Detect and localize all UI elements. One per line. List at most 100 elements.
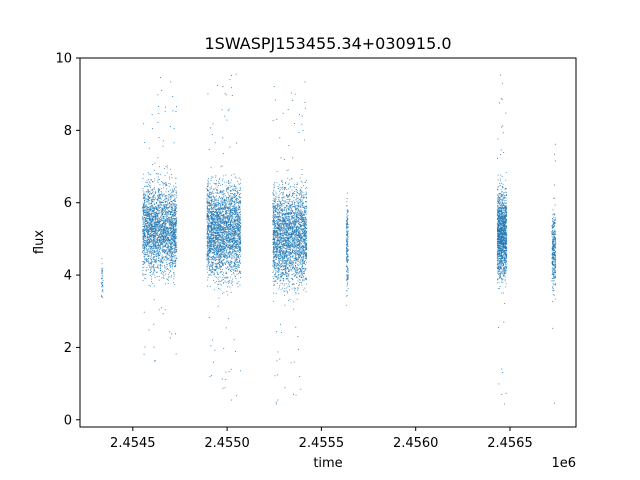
outlier-point bbox=[158, 113, 160, 114]
data-point bbox=[175, 223, 177, 225]
data-point bbox=[220, 232, 222, 234]
data-point bbox=[209, 242, 211, 244]
data-point bbox=[231, 193, 233, 195]
data-point bbox=[162, 182, 164, 184]
data-point bbox=[212, 267, 214, 269]
data-point bbox=[221, 209, 223, 211]
data-point bbox=[146, 220, 148, 222]
data-point bbox=[171, 225, 173, 227]
data-point bbox=[102, 291, 104, 293]
data-point bbox=[151, 230, 152, 231]
data-point bbox=[163, 276, 164, 278]
data-point bbox=[146, 254, 148, 256]
data-point bbox=[238, 228, 239, 230]
data-point bbox=[229, 213, 230, 215]
data-point bbox=[231, 245, 233, 246]
data-point bbox=[218, 245, 220, 247]
data-point bbox=[229, 266, 231, 268]
data-point bbox=[225, 210, 226, 212]
data-point bbox=[235, 202, 237, 204]
data-point bbox=[161, 202, 163, 203]
data-point bbox=[149, 222, 151, 224]
data-point bbox=[151, 226, 153, 228]
data-point bbox=[172, 232, 174, 234]
outlier-point bbox=[153, 360, 155, 362]
data-point bbox=[166, 212, 168, 214]
data-point bbox=[170, 208, 172, 210]
outlier-point bbox=[157, 122, 159, 123]
data-point bbox=[166, 172, 168, 174]
data-point bbox=[212, 256, 214, 258]
data-point bbox=[210, 250, 212, 252]
data-point bbox=[153, 247, 155, 249]
data-point bbox=[143, 194, 145, 196]
data-point bbox=[222, 234, 224, 236]
data-point bbox=[149, 185, 151, 187]
data-point bbox=[165, 259, 167, 261]
data-point bbox=[233, 224, 234, 226]
data-point bbox=[219, 245, 221, 247]
data-point bbox=[145, 244, 147, 246]
data-point bbox=[158, 229, 160, 231]
data-point bbox=[207, 184, 209, 186]
data-point bbox=[230, 179, 232, 181]
data-point bbox=[161, 239, 163, 241]
data-point bbox=[172, 226, 174, 228]
data-point bbox=[230, 212, 232, 214]
data-point bbox=[168, 254, 170, 256]
data-point bbox=[234, 259, 236, 261]
data-point bbox=[157, 227, 159, 229]
data-point bbox=[160, 193, 162, 195]
data-point bbox=[164, 238, 166, 240]
data-point bbox=[156, 271, 158, 273]
data-point bbox=[163, 259, 165, 261]
data-point bbox=[157, 255, 159, 257]
data-point bbox=[231, 195, 233, 197]
data-point bbox=[213, 273, 215, 275]
data-point bbox=[238, 234, 240, 236]
data-point bbox=[238, 227, 239, 229]
data-point bbox=[163, 237, 165, 239]
data-point bbox=[209, 265, 211, 267]
data-point bbox=[159, 249, 161, 250]
data-point bbox=[167, 283, 169, 284]
data-point bbox=[157, 244, 158, 246]
data-point bbox=[218, 211, 220, 213]
data-point bbox=[222, 240, 224, 241]
data-point bbox=[231, 225, 233, 227]
data-point bbox=[226, 244, 227, 246]
data-point bbox=[216, 266, 218, 268]
data-point bbox=[161, 234, 163, 236]
data-point bbox=[171, 266, 173, 268]
data-point bbox=[152, 211, 154, 212]
data-point bbox=[155, 230, 157, 232]
data-point bbox=[174, 206, 176, 208]
data-point bbox=[160, 180, 162, 182]
data-point bbox=[174, 255, 176, 257]
data-point bbox=[210, 274, 212, 276]
data-point bbox=[221, 264, 223, 266]
data-point bbox=[143, 254, 145, 256]
data-point bbox=[172, 237, 173, 239]
data-point bbox=[222, 240, 224, 242]
data-point bbox=[214, 207, 216, 209]
data-point bbox=[171, 195, 173, 197]
data-point bbox=[144, 273, 146, 275]
data-point bbox=[171, 241, 173, 243]
data-point bbox=[211, 218, 213, 220]
data-point bbox=[143, 230, 145, 232]
data-point bbox=[229, 225, 231, 227]
data-point bbox=[174, 224, 176, 226]
data-point bbox=[157, 208, 159, 210]
data-point bbox=[147, 239, 149, 241]
data-point bbox=[216, 229, 218, 231]
data-point bbox=[217, 233, 219, 235]
data-point bbox=[208, 233, 210, 235]
data-point bbox=[146, 226, 148, 228]
data-point bbox=[210, 230, 212, 231]
data-point bbox=[165, 228, 167, 230]
data-point bbox=[160, 206, 162, 208]
data-point bbox=[225, 229, 227, 231]
data-point bbox=[152, 226, 154, 228]
data-point bbox=[154, 217, 156, 219]
